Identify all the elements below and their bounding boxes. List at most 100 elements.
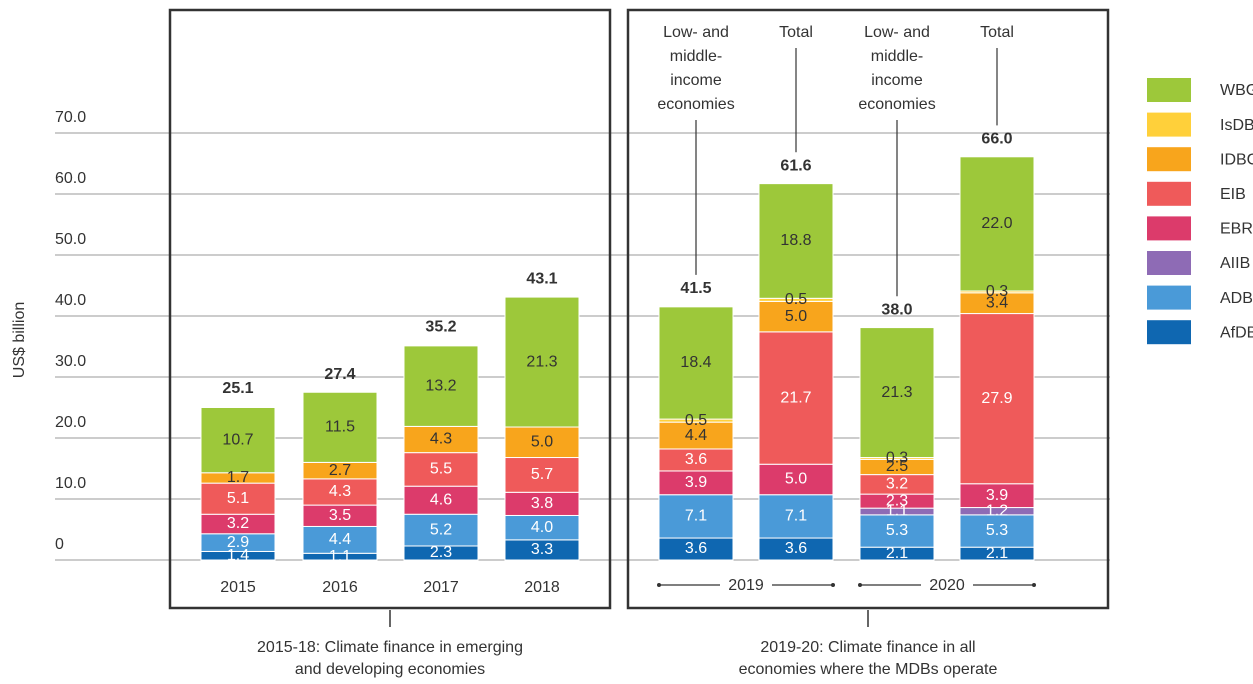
bar-segment: [758, 300, 834, 333]
data-label: 4.3: [430, 431, 452, 448]
bar-segment: [504, 426, 580, 459]
annotation: income: [670, 72, 722, 89]
panel-frame: [626, 8, 1110, 610]
group-dot: [1032, 583, 1036, 587]
data-label: 11.5: [325, 419, 355, 436]
bar-segment: [403, 485, 479, 515]
bar-segment: [302, 525, 378, 554]
data-label: 3.8: [531, 495, 553, 512]
panel-caption: 2019-20: Climate finance in all: [760, 639, 975, 656]
data-label: 10.7: [222, 431, 253, 448]
bar-segment: [959, 156, 1035, 292]
y-tick-label: 40.0: [55, 292, 86, 309]
annotation: middle-: [670, 48, 722, 65]
annotation: economies: [858, 96, 935, 113]
data-label: 1.7: [227, 469, 249, 486]
bar-segment: [403, 513, 479, 547]
bar-segment: [504, 514, 580, 541]
data-label: 5.0: [531, 433, 553, 450]
data-label: 13.2: [425, 377, 456, 394]
total-label: 25.1: [222, 380, 253, 397]
data-label: 3.6: [685, 451, 707, 468]
data-label: 1.1: [329, 548, 351, 565]
total-label: 61.6: [780, 157, 811, 174]
data-label: 2.3: [886, 492, 908, 509]
data-label: 3.2: [886, 476, 908, 493]
data-label: 4.0: [531, 519, 553, 536]
y-tick-label: 10.0: [55, 475, 86, 492]
y-tick-label: 70.0: [55, 109, 86, 126]
bar-segment: [504, 457, 580, 493]
total-label: 41.5: [680, 280, 711, 297]
total-label: 66.0: [981, 131, 1012, 148]
annotation: income: [871, 72, 923, 89]
legend-label: ADB: [1220, 290, 1253, 307]
data-label: 3.9: [685, 474, 707, 491]
bar-segment: [403, 345, 479, 427]
data-label: 2.5: [886, 458, 908, 475]
data-label: 2.1: [886, 545, 908, 562]
x-group-label: 2020: [929, 577, 965, 594]
data-label: 4.4: [329, 531, 351, 548]
legend-label: EIB: [1220, 186, 1246, 203]
legend-swatch: [1147, 112, 1191, 137]
total-label: 38.0: [881, 301, 912, 318]
group-dot: [858, 583, 862, 587]
data-label: 2.7: [329, 462, 351, 479]
bar-segment: [658, 494, 734, 539]
bar-segment: [504, 296, 580, 428]
x-tick-label: 2015: [220, 579, 256, 596]
panel-caption: and developing economies: [295, 661, 485, 678]
legend-swatch: [1147, 78, 1191, 102]
bar-segment: [758, 463, 834, 496]
data-label: 3.6: [685, 540, 707, 557]
data-label: 0.3: [986, 283, 1008, 300]
y-tick-label: 60.0: [55, 170, 86, 187]
data-label: 18.8: [780, 232, 811, 249]
data-label: 3.2: [227, 515, 249, 532]
panel-frame: [168, 8, 612, 610]
data-label: 5.3: [986, 522, 1008, 539]
annotation: Low- and: [663, 24, 729, 41]
total-label: 35.2: [425, 318, 456, 335]
legend-label: AIIB: [1220, 255, 1250, 272]
legend-swatch: [1147, 251, 1191, 275]
data-label: 3.5: [329, 507, 351, 524]
data-label: 1.2: [986, 502, 1008, 519]
legend-label: EBRD: [1220, 221, 1253, 238]
data-label: 2.3: [430, 544, 452, 561]
annotation: Total: [779, 24, 813, 41]
data-label: 3.3: [531, 541, 553, 558]
data-label: 1.4: [227, 547, 249, 564]
x-tick-label: 2018: [524, 579, 560, 596]
bar-segment: [403, 452, 479, 487]
data-label: 3.6: [785, 540, 807, 557]
y-tick-label: 30.0: [55, 353, 86, 370]
data-label: 21.7: [780, 389, 811, 406]
y-tick-label: 50.0: [55, 231, 86, 248]
panel-caption: 2015-18: Climate finance in emerging: [257, 639, 523, 656]
data-label: 0.5: [785, 291, 807, 308]
annotation: middle-: [871, 48, 923, 65]
data-label: 22.0: [981, 215, 1012, 232]
legend-swatch: [1147, 320, 1191, 345]
data-label: 4.4: [685, 427, 707, 444]
bar-segment: [758, 183, 834, 299]
data-label: 5.5: [430, 461, 452, 478]
group-dot: [831, 583, 835, 587]
data-label: 5.0: [785, 308, 807, 325]
annotation: economies: [657, 96, 734, 113]
x-tick-label: 2017: [423, 579, 459, 596]
y-tick-label: 0: [55, 536, 64, 553]
group-dot: [657, 583, 661, 587]
bar-segment: [302, 478, 378, 506]
data-label: 5.0: [785, 471, 807, 488]
total-label: 27.4: [324, 366, 355, 383]
x-tick-label: 2016: [322, 579, 358, 596]
legend-label: IsDB: [1220, 117, 1253, 134]
data-label: 0.3: [886, 450, 908, 467]
data-label: 4.3: [329, 483, 351, 500]
data-label: 5.7: [531, 466, 553, 483]
data-label: 7.1: [685, 508, 707, 525]
